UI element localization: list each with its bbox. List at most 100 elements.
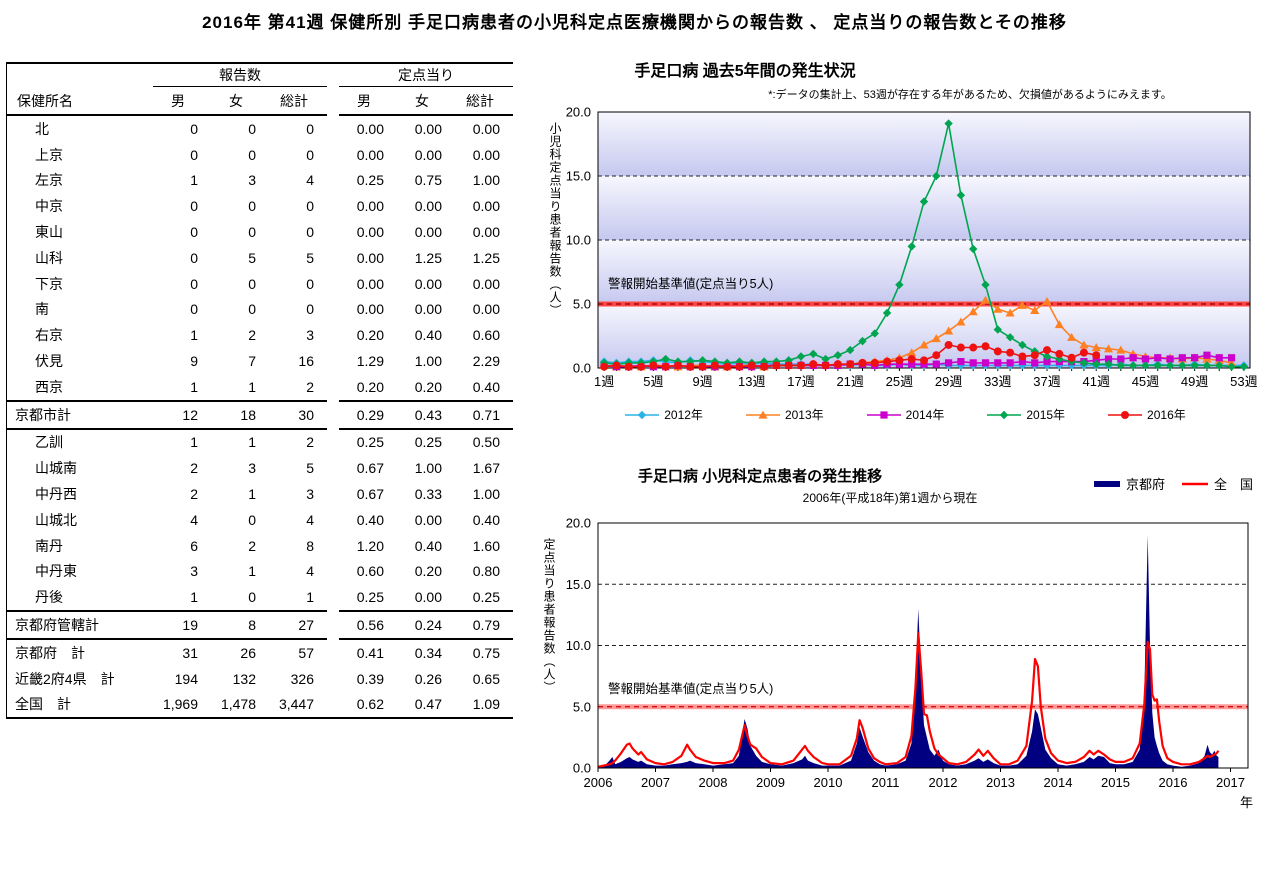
row-value: 1.09 xyxy=(472,696,500,713)
legend-label: 京都府 xyxy=(1126,477,1166,492)
col-header-name: 保健所名 xyxy=(17,92,73,109)
row-value: 1 xyxy=(248,378,256,395)
row-value: 1 xyxy=(190,589,198,606)
row-value: 16 xyxy=(298,353,314,370)
row-value: 0.25 xyxy=(472,589,500,606)
series-national-line xyxy=(597,632,1220,768)
table-row: 右京 1 2 3 0.20 0.40 0.60 xyxy=(7,322,515,348)
row-value: 0.00 xyxy=(356,120,384,137)
svg-text:10.0: 10.0 xyxy=(566,638,591,653)
row-name: 山科 xyxy=(35,249,63,266)
row-value: 1,478 xyxy=(220,696,256,713)
row-value: 0.20 xyxy=(414,563,442,580)
svg-text:2012: 2012 xyxy=(929,775,958,790)
row-value: 0 xyxy=(190,249,198,266)
svg-text:2010: 2010 xyxy=(814,775,843,790)
legend-item: 2016年 xyxy=(1107,406,1186,423)
row-value: 0.00 xyxy=(356,249,384,266)
svg-text:2013: 2013 xyxy=(986,775,1015,790)
row-value: 0.20 xyxy=(356,327,384,344)
row-value: 0 xyxy=(190,146,198,163)
svg-text:33週: 33週 xyxy=(984,374,1011,389)
row-name: 西京 xyxy=(35,378,63,395)
svg-text:2017: 2017 xyxy=(1216,775,1245,790)
row-value: 26 xyxy=(240,644,256,661)
row-value: 2 xyxy=(306,378,314,395)
report-table: 報告数 定点当り 保健所名 男 女 総計 男 女 総計北 0 0 0 0.00 0.00 0.00 上京 0 0 0… xyxy=(6,62,515,720)
row-value: 5 xyxy=(306,460,314,477)
table-rule xyxy=(7,610,515,613)
row-value: 0.67 xyxy=(356,486,384,503)
row-name: 中丹西 xyxy=(35,486,77,503)
svg-text:5.0: 5.0 xyxy=(573,297,591,312)
svg-text:5週: 5週 xyxy=(643,374,663,389)
col-header: 男 xyxy=(171,92,185,109)
row-value: 0 xyxy=(248,511,256,528)
row-value: 31 xyxy=(182,644,198,661)
row-value: 0 xyxy=(190,301,198,318)
row-value: 0.71 xyxy=(472,406,500,423)
chart1-title: 手足口病 過去5年間の発生状況 xyxy=(634,63,856,80)
row-value: 0.00 xyxy=(472,224,500,241)
svg-text:0.0: 0.0 xyxy=(573,361,591,376)
table-group-header: 報告数 定点当り xyxy=(7,64,515,87)
chart2-y-axis-label: 定点当り患者報告数（人） xyxy=(542,538,556,694)
table-row: 北 0 0 0 0.00 0.00 0.00 xyxy=(7,116,515,142)
series-2016年 xyxy=(600,340,1101,371)
svg-text:2009: 2009 xyxy=(756,775,785,790)
row-value: 0.79 xyxy=(472,617,500,634)
legend-item: 2015年 xyxy=(986,406,1065,423)
row-value: 7 xyxy=(248,353,256,370)
row-value: 27 xyxy=(298,617,314,634)
chart2-subtitle: 2006年(平成18年)第1週から現在 xyxy=(802,491,978,505)
row-value: 3 xyxy=(248,172,256,189)
row-value: 0 xyxy=(306,224,314,241)
row-value: 0.60 xyxy=(356,563,384,580)
svg-text:2008: 2008 xyxy=(699,775,728,790)
svg-text:15.0: 15.0 xyxy=(566,577,591,592)
row-name: 乙訓 xyxy=(35,434,63,451)
row-value: 0 xyxy=(248,198,256,215)
table-rule xyxy=(7,427,515,430)
row-value: 0 xyxy=(190,120,198,137)
row-value: 2 xyxy=(248,537,256,554)
svg-text:9週: 9週 xyxy=(692,374,712,389)
col-header: 女 xyxy=(229,92,243,109)
row-value: 0 xyxy=(190,224,198,241)
row-value: 0.43 xyxy=(414,406,442,423)
table-row: 山城南 2 3 5 0.67 1.00 1.67 xyxy=(7,455,515,481)
row-value: 6 xyxy=(190,537,198,554)
row-value: 4 xyxy=(306,511,314,528)
row-name: 丹後 xyxy=(35,589,63,606)
table-row: 中丹西 2 1 3 0.67 0.33 1.00 xyxy=(7,481,515,507)
page-title: 2016年 第41週 保健所別 手足口病患者の小児科定点医療機関からの報告数 、… xyxy=(202,13,1067,32)
col-header: 男 xyxy=(357,92,371,109)
row-value: 4 xyxy=(306,563,314,580)
row-value: 0.75 xyxy=(414,172,442,189)
row-value: 1 xyxy=(190,327,198,344)
svg-text:1週: 1週 xyxy=(594,374,614,389)
svg-text:45週: 45週 xyxy=(1132,374,1159,389)
table-rule xyxy=(7,62,515,64)
svg-text:0.0: 0.0 xyxy=(573,761,591,776)
row-name: 京都市計 xyxy=(15,406,71,423)
row-value: 2.29 xyxy=(472,353,500,370)
legend-label: 2016年 xyxy=(1147,408,1186,422)
row-value: 0.00 xyxy=(356,146,384,163)
row-value: 8 xyxy=(306,537,314,554)
table-column-header: 保健所名 男 女 総計 男 女 総計 xyxy=(7,87,515,114)
svg-text:49週: 49週 xyxy=(1181,374,1208,389)
table-row: 京都市計 12 18 30 0.29 0.43 0.71 xyxy=(7,402,515,428)
row-value: 18 xyxy=(240,406,256,423)
row-name: 伏見 xyxy=(35,353,63,370)
row-value: 1.00 xyxy=(472,172,500,189)
row-value: 132 xyxy=(232,670,256,687)
chart2-title: 手足口病 小児科定点患者の発生推移 xyxy=(637,468,883,485)
svg-text:13週: 13週 xyxy=(738,374,765,389)
table-row: 丹後 1 0 1 0.25 0.00 0.25 xyxy=(7,584,515,610)
row-value: 0.60 xyxy=(472,327,500,344)
row-value: 1.25 xyxy=(414,249,442,266)
row-value: 0.00 xyxy=(414,146,442,163)
alert-label: 警報開始基準値(定点当り5人) xyxy=(608,681,773,696)
